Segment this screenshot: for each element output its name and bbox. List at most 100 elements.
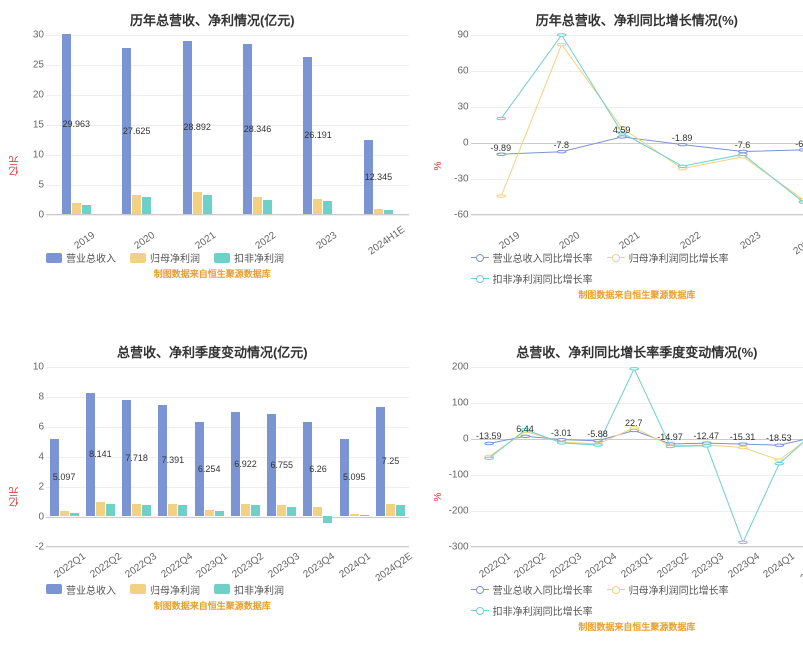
value-label: 6.922 [234, 459, 257, 469]
legend-label: 归母净利润同比增长率 [629, 582, 729, 597]
value-label: 6.254 [198, 464, 221, 474]
y-tick: -30 [441, 174, 469, 185]
bar [193, 192, 202, 214]
bar-group: 28.892 [167, 34, 227, 214]
bar-group: 6.26 [300, 366, 336, 546]
bar-group: 5.095 [336, 366, 372, 546]
line-series [501, 137, 803, 154]
bar [132, 504, 141, 516]
value-label: 28.892 [183, 122, 211, 132]
value-label: -14.97 [657, 432, 683, 442]
bar-group: 6.922 [227, 366, 263, 546]
bar [142, 505, 151, 516]
value-label: 12.345 [365, 172, 393, 182]
y-tick: -60 [441, 210, 469, 221]
value-label: 8.141 [89, 449, 112, 459]
bar [386, 504, 395, 516]
legend-label: 扣非净利润同比增长率 [493, 271, 593, 286]
data-point [557, 151, 566, 153]
value-label: -9.89 [491, 143, 512, 153]
bar [106, 504, 115, 516]
bar-group: 5.097 [46, 366, 82, 546]
data-point [702, 444, 711, 446]
bar-group: 7.25 [372, 366, 408, 546]
legend-item: 营业总收入 [46, 582, 116, 597]
bar-group: 29.963 [46, 34, 106, 214]
x-axis: 201920202021202220232024H1E [471, 219, 803, 230]
source-text: 制图数据来自恒生聚源数据库 [8, 267, 417, 280]
bar [360, 515, 369, 516]
x-tick: 2023Q1 [195, 551, 230, 580]
x-tick: 2024Q1 [762, 551, 797, 580]
x-tick: 2022Q3 [548, 551, 583, 580]
value-label: 7.718 [125, 453, 148, 463]
value-label: -5.88 [587, 429, 608, 439]
legend-swatch [471, 278, 489, 279]
bar-group: 28.346 [227, 34, 287, 214]
x-tick: 2022Q2 [513, 551, 548, 580]
line-svg [471, 35, 803, 214]
source-text: 制图数据来自恒生聚源数据库 [433, 620, 803, 633]
data-point [678, 165, 687, 167]
legend: 营业总收入归母净利润扣非净利润 [46, 582, 417, 597]
legend-swatch [607, 589, 625, 590]
data-point [774, 462, 783, 464]
bar [241, 504, 250, 516]
data-point [738, 150, 747, 152]
x-tick: 2022Q1 [477, 551, 512, 580]
chart-title: 历年总营收、净利同比增长情况(%) [433, 10, 803, 29]
value-label: 5.097 [53, 472, 76, 482]
bar-group: 27.625 [106, 34, 166, 214]
bar [72, 203, 81, 214]
y-tick: 25 [16, 60, 44, 71]
chart-title: 总营收、净利同比增长率季度变动情况(%) [433, 342, 803, 361]
bar [396, 505, 405, 516]
bar [350, 514, 359, 516]
data-point [774, 444, 783, 446]
data-point [799, 201, 803, 203]
value-label: -6.3 [795, 139, 803, 149]
data-point [484, 442, 493, 444]
legend-item: 归母净利润同比增长率 [607, 582, 729, 597]
value-label: 6.44 [516, 424, 534, 434]
legend-swatch [607, 257, 625, 258]
value-label: -15.31 [730, 432, 756, 442]
bar [323, 516, 332, 524]
value-label: 29.963 [62, 119, 90, 129]
y-tick: 2 [16, 481, 44, 492]
bar [60, 511, 69, 516]
legend-label: 扣非净利润 [234, 582, 284, 597]
data-point [666, 445, 675, 447]
bar [277, 505, 286, 516]
y-tick: 60 [441, 66, 469, 77]
legend-swatch [130, 584, 146, 594]
line-svg [471, 367, 803, 546]
legend-swatch [214, 253, 230, 263]
bar [96, 502, 105, 516]
data-point [484, 457, 493, 459]
y-tick: -2 [16, 541, 44, 552]
bar [287, 507, 296, 516]
source-text: 制图数据来自恒生聚源数据库 [433, 288, 803, 301]
value-label: -7.8 [553, 140, 569, 150]
y-tick: 200 [441, 361, 469, 372]
data-point [629, 367, 638, 369]
chart-title: 历年总营收、净利情况(亿元) [8, 10, 417, 29]
data-point [521, 435, 530, 437]
bar-group: 7.718 [119, 366, 155, 546]
y-tick: 30 [441, 102, 469, 113]
data-point [557, 441, 566, 443]
value-label: -7.6 [735, 140, 751, 150]
bar [323, 201, 332, 214]
y-tick: 0 [16, 210, 44, 221]
legend-item: 扣非净利润同比增长率 [471, 271, 593, 286]
panel-quarterly-revenue: 总营收、净利季度变动情况(亿元)亿元-202468105.0978.1417.7… [0, 332, 425, 663]
x-tick: 2023Q3 [691, 551, 726, 580]
x-tick: 2022Q4 [159, 551, 194, 580]
bar [313, 507, 322, 516]
value-label: 4.59 [613, 125, 631, 135]
bar [253, 197, 262, 214]
x-tick: 2023Q4 [726, 551, 761, 580]
value-label: -12.47 [694, 431, 720, 441]
line-series [489, 368, 803, 542]
